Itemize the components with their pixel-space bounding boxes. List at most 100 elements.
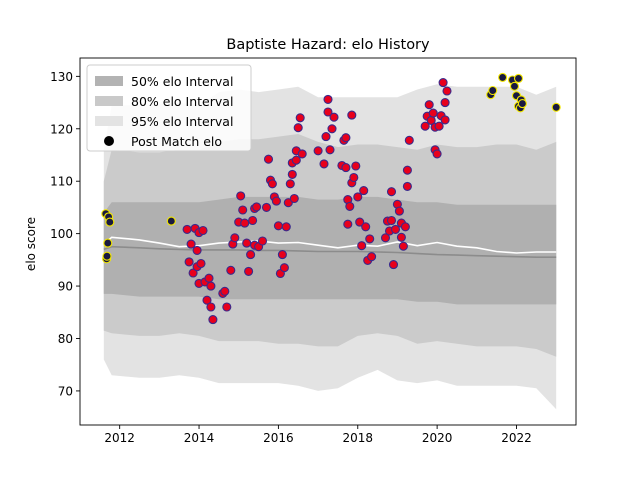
data-point <box>238 205 248 215</box>
data-point <box>287 169 297 179</box>
data-point <box>293 123 303 133</box>
data-point <box>281 222 291 232</box>
x-tick-label: 2020 <box>422 431 453 445</box>
data-point <box>398 241 408 251</box>
data-point <box>291 155 301 165</box>
data-point <box>246 250 256 260</box>
x-tick-label: 2022 <box>501 431 532 445</box>
data-point <box>386 215 397 226</box>
band-50 <box>103 196 557 305</box>
trend-lines <box>103 236 557 258</box>
data-point <box>242 238 252 248</box>
data-point <box>206 302 216 312</box>
data-point <box>440 98 450 108</box>
data-point <box>380 233 391 243</box>
legend-label: Post Match elo <box>131 134 222 149</box>
data-point <box>222 302 232 312</box>
data-point <box>166 216 176 226</box>
data-point <box>323 107 333 117</box>
data-point <box>230 233 240 243</box>
data-point <box>188 268 198 278</box>
chart-title: Baptiste Hazard: elo History <box>226 37 430 53</box>
x-tick-label: 2012 <box>104 431 135 445</box>
data-point <box>321 132 331 142</box>
data-point <box>329 112 339 122</box>
data-point <box>295 113 305 123</box>
data-point <box>263 154 274 164</box>
data-point <box>261 202 272 212</box>
data-point <box>367 252 377 262</box>
data-point <box>432 149 442 159</box>
data-point <box>252 202 262 212</box>
data-point <box>204 273 214 283</box>
data-point <box>355 217 365 227</box>
data-point <box>551 102 561 112</box>
y-tick-label: 130 <box>50 70 73 84</box>
data-point <box>208 315 218 325</box>
data-point <box>345 201 355 211</box>
y-tick-label: 80 <box>58 332 73 346</box>
data-point <box>313 146 323 156</box>
y-tick-label: 100 <box>50 227 73 241</box>
x-tick-label: 2016 <box>263 431 294 445</box>
data-point <box>273 221 283 231</box>
data-point <box>440 115 450 125</box>
x-axis: 2012 2014 2016 2018 2020 2022 <box>104 425 532 445</box>
legend-swatch <box>95 96 123 106</box>
data-point <box>517 99 527 109</box>
legend-swatch <box>95 76 123 86</box>
plot-frame <box>79 57 577 426</box>
data-point <box>394 206 404 216</box>
data-point <box>396 232 406 242</box>
data-point <box>220 286 230 296</box>
data-point <box>428 108 438 118</box>
legend: 50% elo Interval 80% elo Interval 95% elo … <box>86 64 252 152</box>
data-point <box>357 241 367 251</box>
post-match-points <box>101 72 561 325</box>
legend-marker <box>104 136 114 146</box>
y-tick-label: 70 <box>58 384 73 398</box>
data-point <box>206 281 216 291</box>
legend-label: 95% elo Interval <box>131 114 233 129</box>
legend-label: 50% elo Interval <box>131 74 233 89</box>
data-point <box>202 295 212 305</box>
y-axis-label: elo score <box>24 217 38 271</box>
data-point <box>192 245 202 255</box>
median-line <box>103 245 557 258</box>
data-point <box>198 225 208 236</box>
legend-label: 80% elo Interval <box>131 94 233 109</box>
data-point <box>442 86 452 96</box>
data-point <box>248 215 258 226</box>
x-tick-label: 2014 <box>184 431 215 445</box>
data-point <box>236 191 246 201</box>
data-point <box>434 121 444 131</box>
data-point <box>182 224 192 234</box>
data-point <box>102 251 112 261</box>
data-point <box>283 198 293 208</box>
data-point <box>325 145 335 155</box>
data-point <box>509 81 520 91</box>
data-point <box>184 257 194 267</box>
data-point <box>400 222 410 232</box>
data-point <box>404 135 414 145</box>
data-point <box>361 222 371 232</box>
data-point <box>353 192 363 202</box>
data-point <box>424 100 434 110</box>
data-point <box>226 265 236 275</box>
data-point <box>240 218 250 228</box>
data-point <box>498 72 508 82</box>
data-point <box>438 78 448 88</box>
data-point <box>267 179 277 189</box>
data-point <box>402 181 412 191</box>
data-point <box>289 193 299 204</box>
data-point <box>390 224 401 234</box>
data-point <box>349 172 359 183</box>
data-point <box>244 266 254 276</box>
y-tick-label: 110 <box>50 175 73 189</box>
data-point <box>105 217 115 227</box>
data-point <box>388 260 399 270</box>
data-point <box>257 236 268 246</box>
data-point <box>277 250 287 260</box>
